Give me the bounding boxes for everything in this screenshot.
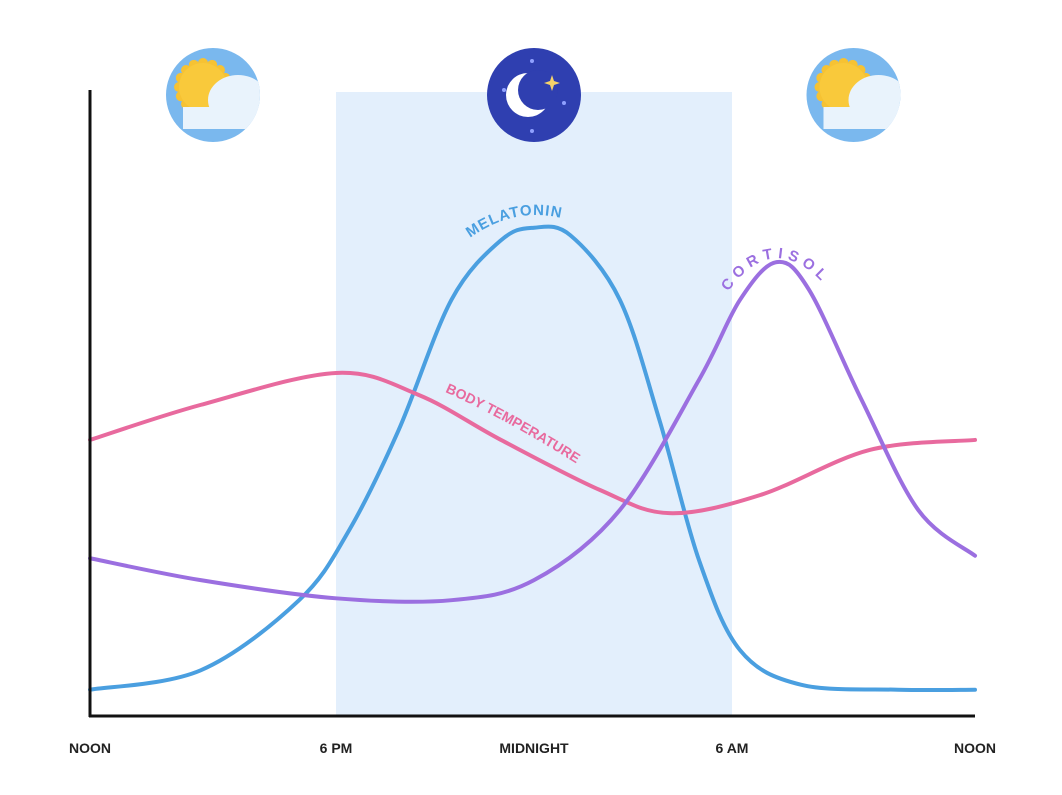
x-tick-label: MIDNIGHT xyxy=(499,740,569,756)
x-tick-label: NOON xyxy=(69,740,111,756)
series-label-cortisol: CORTISOL xyxy=(718,245,834,294)
moon-stars-icon xyxy=(487,48,581,142)
sun-cloud-icon xyxy=(806,48,901,142)
x-tick-label: NOON xyxy=(954,740,996,756)
series-line-melatonin xyxy=(88,224,977,693)
x-tick-label: 6 PM xyxy=(320,740,353,756)
series-line-body-temperature xyxy=(88,370,977,516)
series-line-cortisol xyxy=(88,259,977,604)
night-band xyxy=(336,92,732,716)
x-tick-label: 6 AM xyxy=(716,740,749,756)
sun-cloud-icon xyxy=(166,48,260,142)
